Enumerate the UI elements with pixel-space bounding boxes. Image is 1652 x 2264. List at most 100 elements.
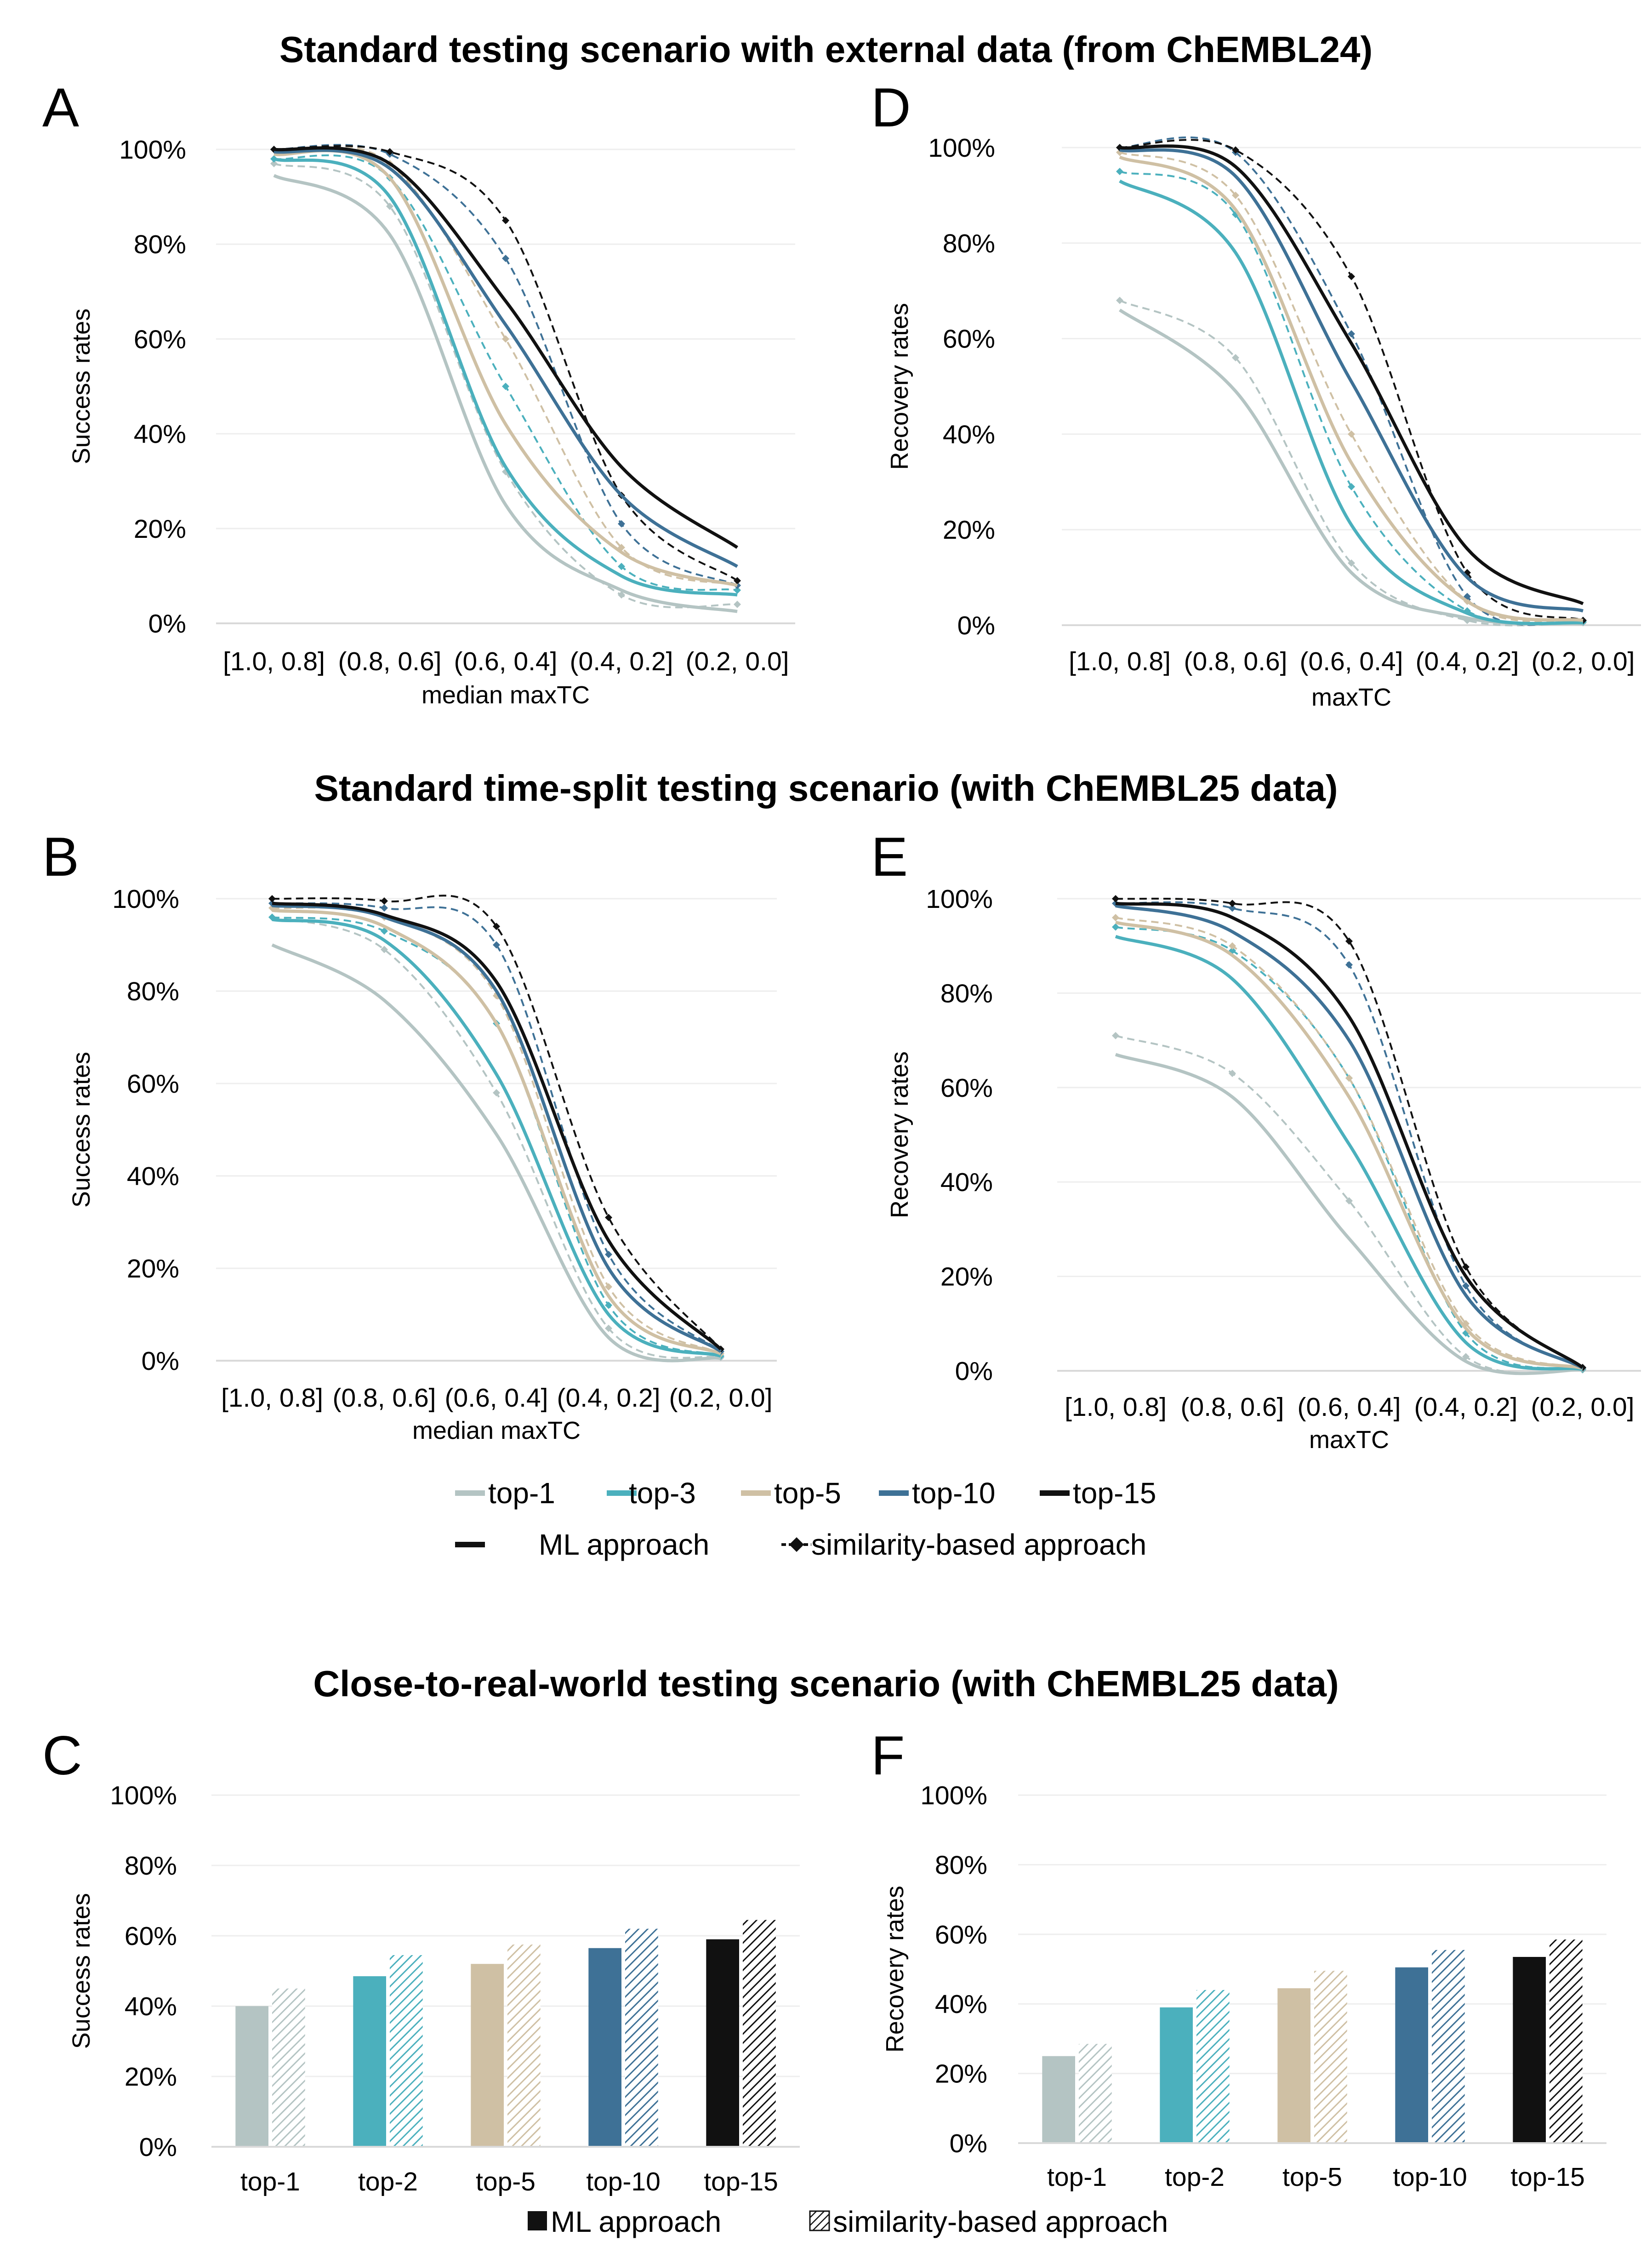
x-tick-label: top-15	[704, 2167, 778, 2196]
y-tick-label: 100%	[112, 884, 179, 914]
bar-similarity-top-10	[1432, 1950, 1465, 2143]
ml-series-line-top-15	[1115, 901, 1584, 1369]
panel-label: D	[871, 77, 911, 138]
y-tick-label: 60%	[935, 1920, 987, 1950]
similarity-series-line-top-1	[1119, 299, 1584, 627]
similarity-series-line-top-1	[273, 163, 738, 609]
ml-series-line-top-3	[1119, 179, 1584, 625]
similarity-point-top-10	[1229, 904, 1236, 912]
legend-label: similarity-based approach	[833, 2205, 1168, 2238]
x-tick-label: [1.0, 0.8]	[223, 647, 325, 676]
bar-ml-top-2	[353, 1976, 386, 2147]
similarity-series-line-top-10	[272, 902, 722, 1352]
legend-label: ML approach	[551, 2205, 721, 2238]
panel-c-success-rates-real-world: C 0% 20% 40% 60% 80% 100% Success rates top-1 top…	[42, 1725, 800, 2196]
bar-ml-top-5	[1277, 1988, 1310, 2143]
similarity-point-top-15	[493, 923, 500, 930]
bar-similarity-top-15	[743, 1920, 776, 2147]
similarity-point-top-5	[1112, 914, 1119, 922]
panel-label: E	[871, 826, 908, 888]
y-tick-label: 100%	[926, 884, 993, 914]
bar-ml-top-1	[235, 2006, 268, 2147]
x-tick-label: top-10	[586, 2167, 661, 2196]
bar-similarity-top-2	[390, 1955, 423, 2147]
y-tick-label: 100%	[928, 133, 995, 163]
similarity-point-top-15	[386, 148, 393, 156]
panel-label: A	[42, 77, 79, 138]
bar-similarity-top-15	[1549, 1939, 1583, 2143]
section-title-standard: Standard testing scenario with external …	[279, 29, 1373, 70]
legend-label: similarity-based approach	[811, 1528, 1146, 1561]
similarity-series-line-top-15	[1115, 897, 1584, 1369]
x-tick-label: (0.2, 0.0]	[1532, 647, 1635, 676]
ml-series-line-top-1	[1118, 308, 1584, 626]
x-axis-title: maxTC	[1309, 1426, 1389, 1454]
ml-series-line-top-5	[273, 149, 738, 587]
diamond-marker-icon	[789, 1537, 804, 1552]
y-tick-label: 80%	[134, 230, 186, 259]
similarity-point-top-1	[605, 1324, 612, 1332]
bar-chart-legend: ML approach similarity-based approach	[528, 2205, 1168, 2238]
ml-series-line-top-1	[271, 943, 721, 1363]
x-tick-label: (0.6, 0.4]	[1298, 1392, 1401, 1422]
similarity-point-top-1	[386, 202, 393, 210]
panel-e-recovery-rates-time-split: E 0% 20% 40% 60% 80% 100% Recovery rates [1.0, 0…	[871, 826, 1641, 1454]
legend-item-top-5: top-5	[741, 1477, 841, 1510]
similarity-point-top-1	[381, 946, 388, 953]
similarity-point-top-15	[605, 1214, 612, 1221]
x-tick-label: (0.8, 0.6]	[1181, 1392, 1284, 1422]
x-tick-label: (0.4, 0.2]	[1414, 1392, 1518, 1422]
legend-label: top-3	[629, 1477, 696, 1510]
similarity-point-top-3	[618, 563, 625, 570]
similarity-point-top-10	[1462, 1282, 1470, 1290]
y-tick-label: 0%	[148, 609, 186, 639]
y-tick-label: 40%	[935, 1990, 987, 2019]
y-tick-label: 20%	[943, 515, 995, 545]
y-tick-label: 60%	[943, 325, 995, 354]
y-axis-title: Success rates	[68, 308, 95, 464]
x-tick-label: (0.2, 0.0]	[686, 647, 789, 676]
x-axis-title: median maxTC	[412, 1417, 581, 1444]
legend-item-top-10: top-10	[879, 1477, 995, 1510]
similarity-point-top-1	[1229, 1069, 1236, 1077]
similarity-point-top-1	[1348, 559, 1355, 567]
x-tick-label: top-10	[1393, 2162, 1467, 2192]
bar-similarity-top-1	[1079, 2044, 1112, 2143]
similarity-point-top-1	[734, 600, 741, 608]
y-tick-label: 40%	[134, 420, 186, 449]
y-tick-label: 0%	[957, 611, 995, 640]
y-tick-label: 20%	[127, 1254, 179, 1283]
similarity-point-top-15	[1345, 937, 1353, 945]
similarity-point-top-1	[618, 591, 625, 599]
similarity-point-top-3	[502, 382, 509, 390]
y-tick-label: 60%	[134, 325, 186, 354]
ml-series-line-top-10	[272, 904, 722, 1353]
x-tick-label: top-2	[358, 2167, 418, 2196]
legend-label: ML approach	[539, 1528, 709, 1561]
x-tick-label: (0.8, 0.6]	[1184, 647, 1287, 676]
section-title-close-to-real-world: Close-to-real-world testing scenario (wi…	[313, 1663, 1339, 1704]
similarity-point-top-3	[1112, 923, 1119, 931]
y-tick-label: 0%	[950, 2129, 987, 2158]
y-tick-label: 80%	[935, 1850, 987, 1880]
similarity-point-top-15	[502, 217, 509, 224]
x-tick-label: top-1	[240, 2167, 300, 2196]
bar-ml-top-10	[588, 1948, 621, 2147]
bar-similarity-top-2	[1196, 1990, 1230, 2143]
x-tick-label: (0.6, 0.4]	[454, 647, 558, 676]
similarity-point-top-3	[605, 1301, 612, 1309]
x-tick-label: top-15	[1510, 2162, 1585, 2192]
panel-d-recovery-rates-chembl24: D 0% 20% 40% 60% 80% 100% Recovery rates [1.0, 0…	[871, 77, 1641, 711]
y-tick-label: 100%	[110, 1781, 177, 1810]
similarity-point-top-1	[1345, 1197, 1353, 1205]
bar-ml-top-2	[1160, 2007, 1193, 2143]
y-axis-title: Recovery rates	[886, 303, 913, 470]
x-tick-label: top-5	[476, 2167, 535, 2196]
legend-label: top-10	[912, 1477, 995, 1510]
similarity-point-top-3	[1116, 167, 1123, 175]
legend-swatch-similarity	[809, 2210, 830, 2231]
ml-series-line-top-10	[1115, 904, 1584, 1369]
similarity-point-top-15	[1348, 273, 1355, 280]
similarity-series-line-top-10	[273, 144, 738, 587]
